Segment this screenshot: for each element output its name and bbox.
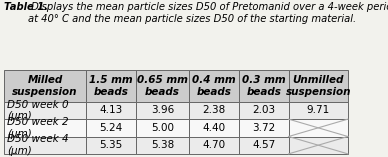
Text: Table 1.: Table 1. bbox=[4, 2, 48, 12]
Text: 3.96: 3.96 bbox=[151, 106, 174, 115]
Text: 5.38: 5.38 bbox=[151, 140, 174, 150]
Text: 0.65 mm
beads: 0.65 mm beads bbox=[137, 75, 188, 97]
Text: 1.5 mm
beads: 1.5 mm beads bbox=[89, 75, 133, 97]
Text: 2.03: 2.03 bbox=[252, 106, 275, 115]
Text: 4.40: 4.40 bbox=[203, 123, 226, 133]
Text: D50 week 2
(μm): D50 week 2 (μm) bbox=[7, 117, 69, 139]
Text: Milled
suspension: Milled suspension bbox=[12, 75, 78, 97]
Text: D50 week 0
(μm): D50 week 0 (μm) bbox=[7, 100, 69, 121]
Text: 0.3 mm
beads: 0.3 mm beads bbox=[242, 75, 286, 97]
Text: 4.13: 4.13 bbox=[99, 106, 123, 115]
Text: 2.38: 2.38 bbox=[203, 106, 226, 115]
Text: 3.72: 3.72 bbox=[252, 123, 275, 133]
Text: 5.35: 5.35 bbox=[99, 140, 123, 150]
Text: 0.4 mm
beads: 0.4 mm beads bbox=[192, 75, 236, 97]
Text: 5.24: 5.24 bbox=[99, 123, 123, 133]
Text: 4.57: 4.57 bbox=[252, 140, 275, 150]
Text: 5.00: 5.00 bbox=[151, 123, 174, 133]
Text: D50 week 4
(μm): D50 week 4 (μm) bbox=[7, 134, 69, 156]
Text: 9.71: 9.71 bbox=[307, 106, 330, 115]
Text: Unmilled
suspension: Unmilled suspension bbox=[286, 75, 351, 97]
Text: Displays the mean particle sizes D50 of Pretomanid over a 4-week period stored
a: Displays the mean particle sizes D50 of … bbox=[28, 2, 388, 24]
Text: 4.70: 4.70 bbox=[203, 140, 226, 150]
